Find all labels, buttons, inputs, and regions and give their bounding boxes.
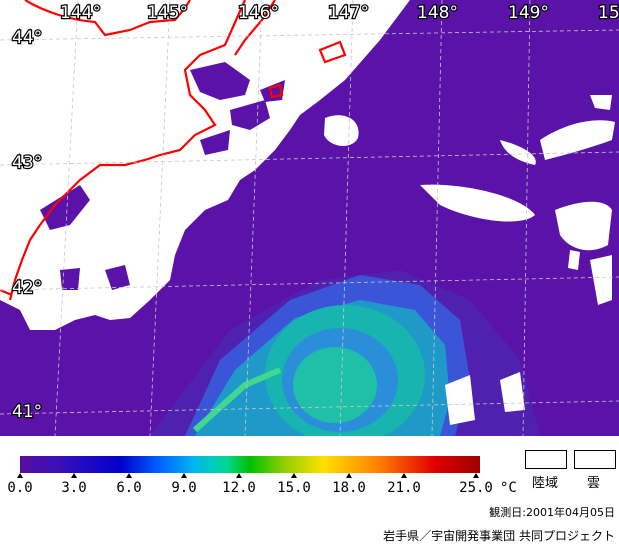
land-and-clouds xyxy=(0,0,615,425)
tick-label: 3.0 xyxy=(61,480,87,496)
cloud-patch-9 xyxy=(445,375,475,425)
lat-label-42: 42° xyxy=(12,278,42,298)
tick-label: 12.0 xyxy=(222,480,256,496)
coastline xyxy=(0,0,347,301)
lon-label-146: 146° xyxy=(238,3,279,23)
tick-label: 0.0 xyxy=(7,480,33,496)
tick-mark xyxy=(291,473,297,478)
cloud-patch-10 xyxy=(500,372,525,412)
warm-eddy xyxy=(185,275,470,436)
lon-label-150: 15 xyxy=(598,3,619,23)
hokkaido-land xyxy=(0,0,410,330)
cloud-key-label: 雲 xyxy=(587,476,601,491)
tick-mark xyxy=(473,473,479,478)
cloud-patch-8 xyxy=(590,95,612,110)
cloud-patch-5 xyxy=(500,140,536,165)
tick-label: 18.0 xyxy=(332,480,366,496)
tick-label: 21.0 xyxy=(387,480,421,496)
cloud-patch-3 xyxy=(420,184,535,222)
unit-label: °C xyxy=(500,480,517,496)
lat-label-41: 41° xyxy=(12,402,42,422)
land-key-label: 陸域 xyxy=(532,476,559,491)
tick-mark xyxy=(126,473,132,478)
tick-mark xyxy=(401,473,407,478)
cloud-patch-4 xyxy=(540,120,615,160)
tick-mark xyxy=(71,473,77,478)
cloud-patch-11 xyxy=(568,250,580,270)
tick-label: 25.0 xyxy=(459,480,493,496)
land-key-swatch xyxy=(525,450,567,469)
tick-label: 15.0 xyxy=(277,480,311,496)
lat-label-43: 43° xyxy=(12,153,42,173)
tick-label: 6.0 xyxy=(116,480,142,496)
cloud-patch-6 xyxy=(555,201,612,251)
tick-mark xyxy=(181,473,187,478)
lat-label-44: 44° xyxy=(12,28,42,48)
lon-label-144: 144° xyxy=(60,3,101,23)
lon-label-148: 148° xyxy=(417,3,458,23)
temperature-legend: 0.0 3.0 6.0 9.0 12.0 15.0 18.0 21.0 25.0… xyxy=(0,436,619,546)
cloud-patch-7 xyxy=(590,255,612,305)
credit-text: 岩手県／宇宙開発事業団 共同プロジェクト xyxy=(383,529,615,543)
tick-mark xyxy=(17,473,23,478)
observation-date: 観測日:2001年04月05日 xyxy=(489,506,615,519)
cloud-patch-2 xyxy=(324,115,359,146)
lon-label-149: 149° xyxy=(508,3,549,23)
color-scale-bar xyxy=(20,456,480,473)
sst-map: 144° 145° 146° 147° 148° 149° 15 44° 43°… xyxy=(0,0,619,436)
tick-mark xyxy=(346,473,352,478)
tick-mark xyxy=(236,473,242,478)
lon-label-147: 147° xyxy=(328,3,369,23)
cloud-key-swatch xyxy=(574,450,616,469)
lon-label-145: 145° xyxy=(147,3,188,23)
tick-label: 9.0 xyxy=(171,480,197,496)
gridlines xyxy=(0,0,619,436)
